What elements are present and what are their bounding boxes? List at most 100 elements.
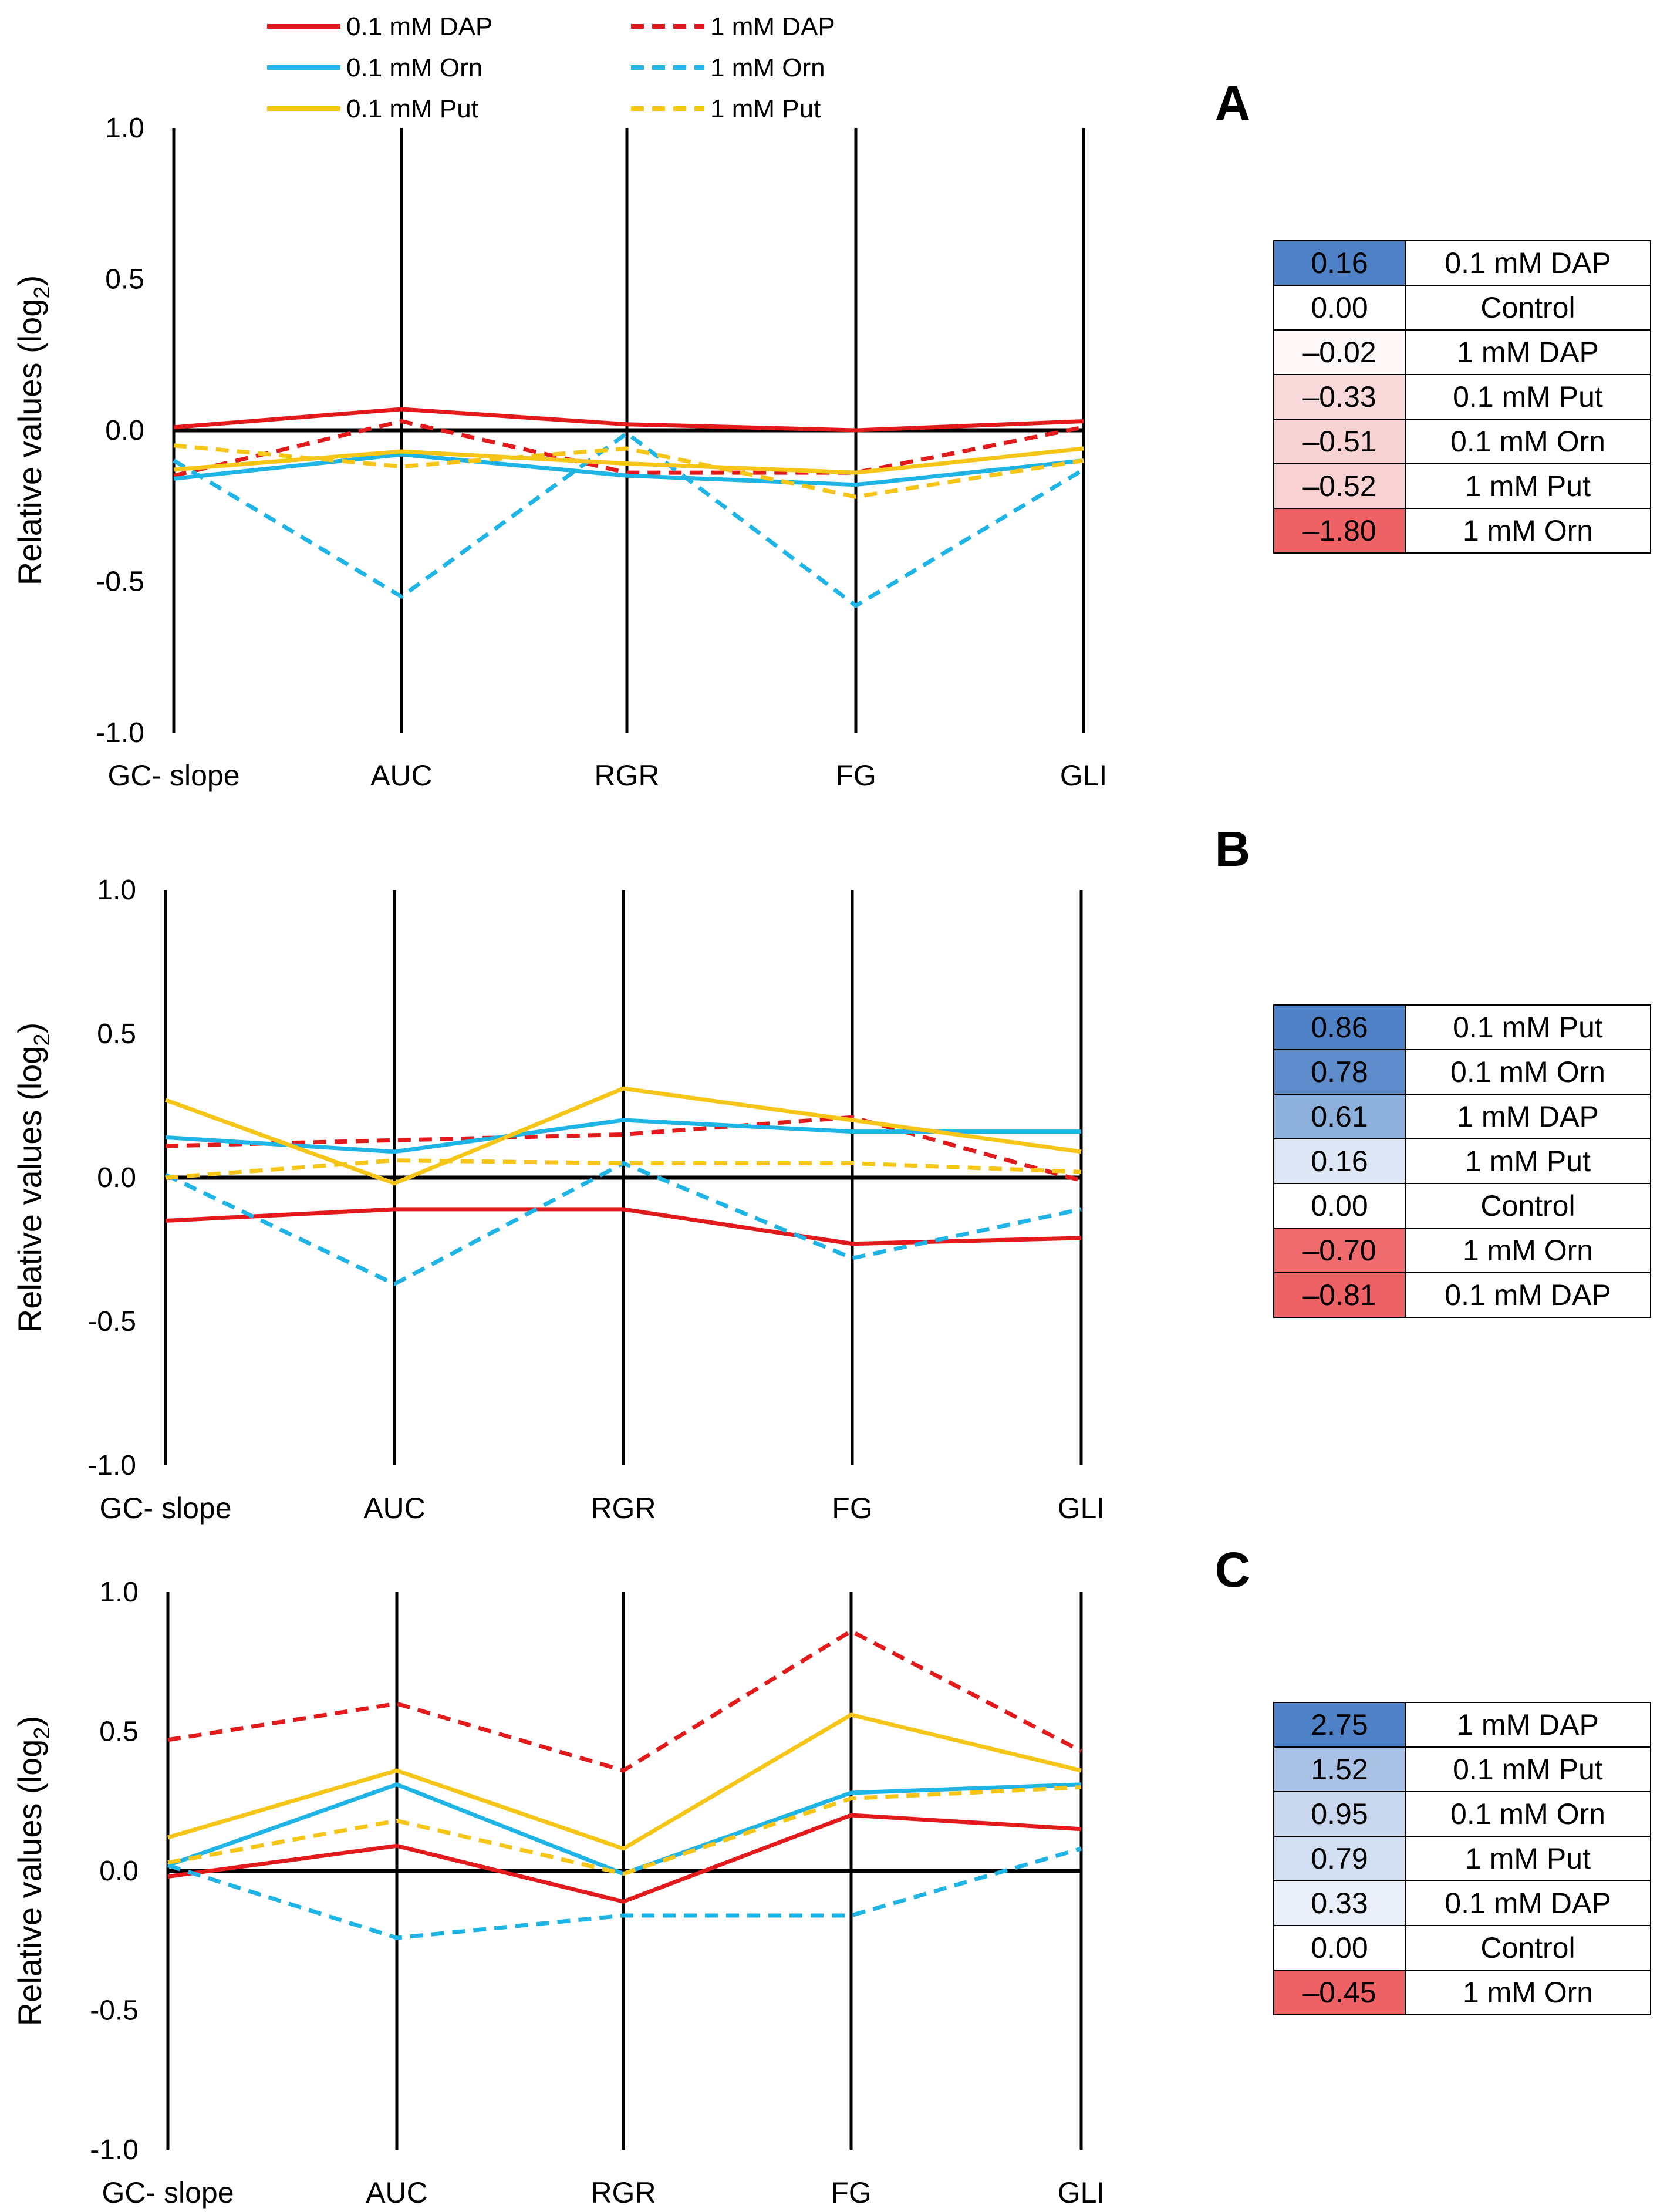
y-axis-title-main: Relative values (log (11, 1739, 48, 2026)
table-row: 1.52 0.1 mM Put (1273, 1746, 1651, 1792)
y-axis-title-end: ) (11, 1023, 48, 1034)
legend-label: 1 mM Put (710, 95, 821, 123)
series-line-1-mm-dap (165, 1115, 1082, 1183)
table-value-cell (1273, 1094, 1406, 1139)
table-row: –0.33 0.1 mM Put (1273, 374, 1651, 420)
y-tick-label: -1.0 (90, 2135, 139, 2166)
table-value-cell (1273, 1746, 1406, 1792)
table-value: 0.00 (1311, 1931, 1368, 1964)
table-label-cell (1405, 1272, 1651, 1318)
table-value: –0.02 (1302, 336, 1376, 369)
table-value-cell (1273, 374, 1406, 420)
y-tick-label: 0.0 (97, 1162, 136, 1193)
legend-label: 0.1 mM Orn (346, 53, 482, 82)
ranking-table: 0.86 0.1 mM Put 0.78 0.1 mM Orn 0.61 1 mM DAP… (1273, 1004, 1651, 1318)
category-label-auc: AUC (363, 1492, 426, 1525)
table-label-cell (1405, 1183, 1651, 1229)
series-line-0-1-mm-dap (173, 407, 1084, 433)
table-label-cell (1405, 240, 1651, 286)
table-value: 2.75 (1311, 1708, 1368, 1741)
table-value: 0.78 (1311, 1056, 1368, 1088)
legend-label: 0.1 mM DAP (346, 12, 492, 41)
table-label-cell (1405, 1049, 1651, 1095)
y-axis-title-main: Relative values (log (11, 299, 48, 586)
table-label-cell (1405, 1228, 1651, 1273)
table-label-cell (1405, 1791, 1651, 1837)
table-label: 0.1 mM Orn (1450, 1056, 1605, 1088)
table-value: 0.61 (1311, 1100, 1368, 1133)
table-value: 0.33 (1311, 1887, 1368, 1920)
y-tick-label: 1.0 (97, 875, 136, 906)
legend-item-0-1-mm-orn: 0.1 mM Orn (267, 53, 482, 82)
category-label-rgr: RGR (594, 759, 659, 792)
table-label: 0.1 mM Put (1453, 1753, 1603, 1786)
y-tick-label: -0.5 (87, 1306, 136, 1337)
table-value-cell (1273, 1138, 1406, 1184)
panel-a: A Relative values (log2) 1.0 0.5 0.0 -0.5 -1.0… (11, 76, 1651, 792)
series-line-0-1-mm-put (164, 1086, 1082, 1186)
y-axis-title-subscript: 2 (30, 286, 55, 298)
y-tick-label: 1.0 (105, 113, 144, 144)
table-value-cell (1273, 285, 1406, 331)
table-label-cell (1405, 329, 1651, 375)
y-axis-title: Relative values (log2) (11, 1716, 55, 2026)
y-tick-label: 0.5 (97, 1019, 136, 1050)
table-label-cell (1405, 1702, 1651, 1748)
table-value: –0.52 (1302, 470, 1376, 503)
table-value: 0.16 (1311, 1145, 1368, 1178)
table-value: 1.52 (1311, 1753, 1368, 1786)
table-label-cell (1405, 285, 1651, 331)
table-row: 0.00 Control (1273, 285, 1651, 331)
series-line-0-1-mm-dap (167, 1813, 1082, 1904)
y-tick-label: 0.0 (99, 1856, 139, 1887)
table-row: 0.00 Control (1273, 1925, 1651, 1971)
panel-letter: A (1215, 76, 1251, 131)
y-tick-label: 0.0 (105, 415, 144, 446)
series-line-0-1-mm-orn (173, 452, 1084, 487)
series-line-1-mm-orn (173, 431, 1085, 608)
y-tick-label: 0.5 (99, 1717, 139, 1748)
table-value: –0.33 (1302, 380, 1376, 413)
table-label-cell (1405, 1836, 1651, 1881)
panel-b: B Relative values (log2) 1.0 0.5 0.0 -0.5 -1.0… (11, 821, 1651, 1525)
table-label: 0.1 mM DAP (1445, 247, 1611, 279)
table-row: –0.70 1 mM Orn (1273, 1228, 1651, 1273)
table-label: 1 mM Orn (1463, 514, 1593, 547)
y-axis-title-main: Relative values (log (11, 1046, 48, 1333)
table-row: 0.78 0.1 mM Orn (1273, 1049, 1651, 1095)
table-row: 0.95 0.1 mM Orn (1273, 1791, 1651, 1837)
y-axis-title-subscript: 2 (30, 1727, 55, 1739)
table-value: 0.00 (1311, 291, 1368, 324)
y-tick-label: 1.0 (99, 1577, 139, 1608)
table-value-cell (1273, 463, 1406, 509)
table-label: 0.1 mM Put (1453, 380, 1603, 413)
table-label: 1 mM Orn (1463, 1976, 1593, 2009)
table-label-cell (1405, 508, 1651, 554)
table-value-cell (1273, 329, 1406, 375)
category-label-gli: GLI (1060, 759, 1108, 792)
table-value-cell (1273, 1791, 1406, 1837)
legend-item-0-1-mm-put: 0.1 mM Put (267, 95, 478, 123)
series-line-1-mm-put (165, 1158, 1082, 1180)
table-label-cell (1405, 1004, 1651, 1050)
table-row: –0.81 0.1 mM DAP (1273, 1272, 1651, 1318)
table-label: 0.1 mM DAP (1445, 1279, 1611, 1311)
category-label-gc-slope: GC- slope (99, 1492, 231, 1525)
category-label-auc: AUC (370, 759, 433, 792)
series-line-1-mm-put (173, 443, 1084, 499)
table-row: 0.00 Control (1273, 1183, 1651, 1229)
series-line-1-mm-dap (173, 419, 1084, 478)
table-label: 1 mM DAP (1457, 336, 1599, 369)
table-label-cell (1405, 1138, 1651, 1184)
table-label: 0.1 mM Orn (1450, 425, 1605, 458)
y-tick-label: -0.5 (90, 1995, 139, 2026)
table-row: 0.16 1 mM Put (1273, 1138, 1651, 1184)
table-value: 0.00 (1311, 1189, 1368, 1222)
table-value: –1.80 (1302, 514, 1376, 547)
table-value-cell (1273, 1049, 1406, 1095)
table-value-cell (1273, 508, 1406, 554)
category-label-fg: FG (832, 1492, 872, 1525)
table-row: 0.61 1 mM DAP (1273, 1094, 1651, 1139)
table-label-cell (1405, 1970, 1651, 2015)
y-axis-title-end: ) (11, 275, 48, 286)
